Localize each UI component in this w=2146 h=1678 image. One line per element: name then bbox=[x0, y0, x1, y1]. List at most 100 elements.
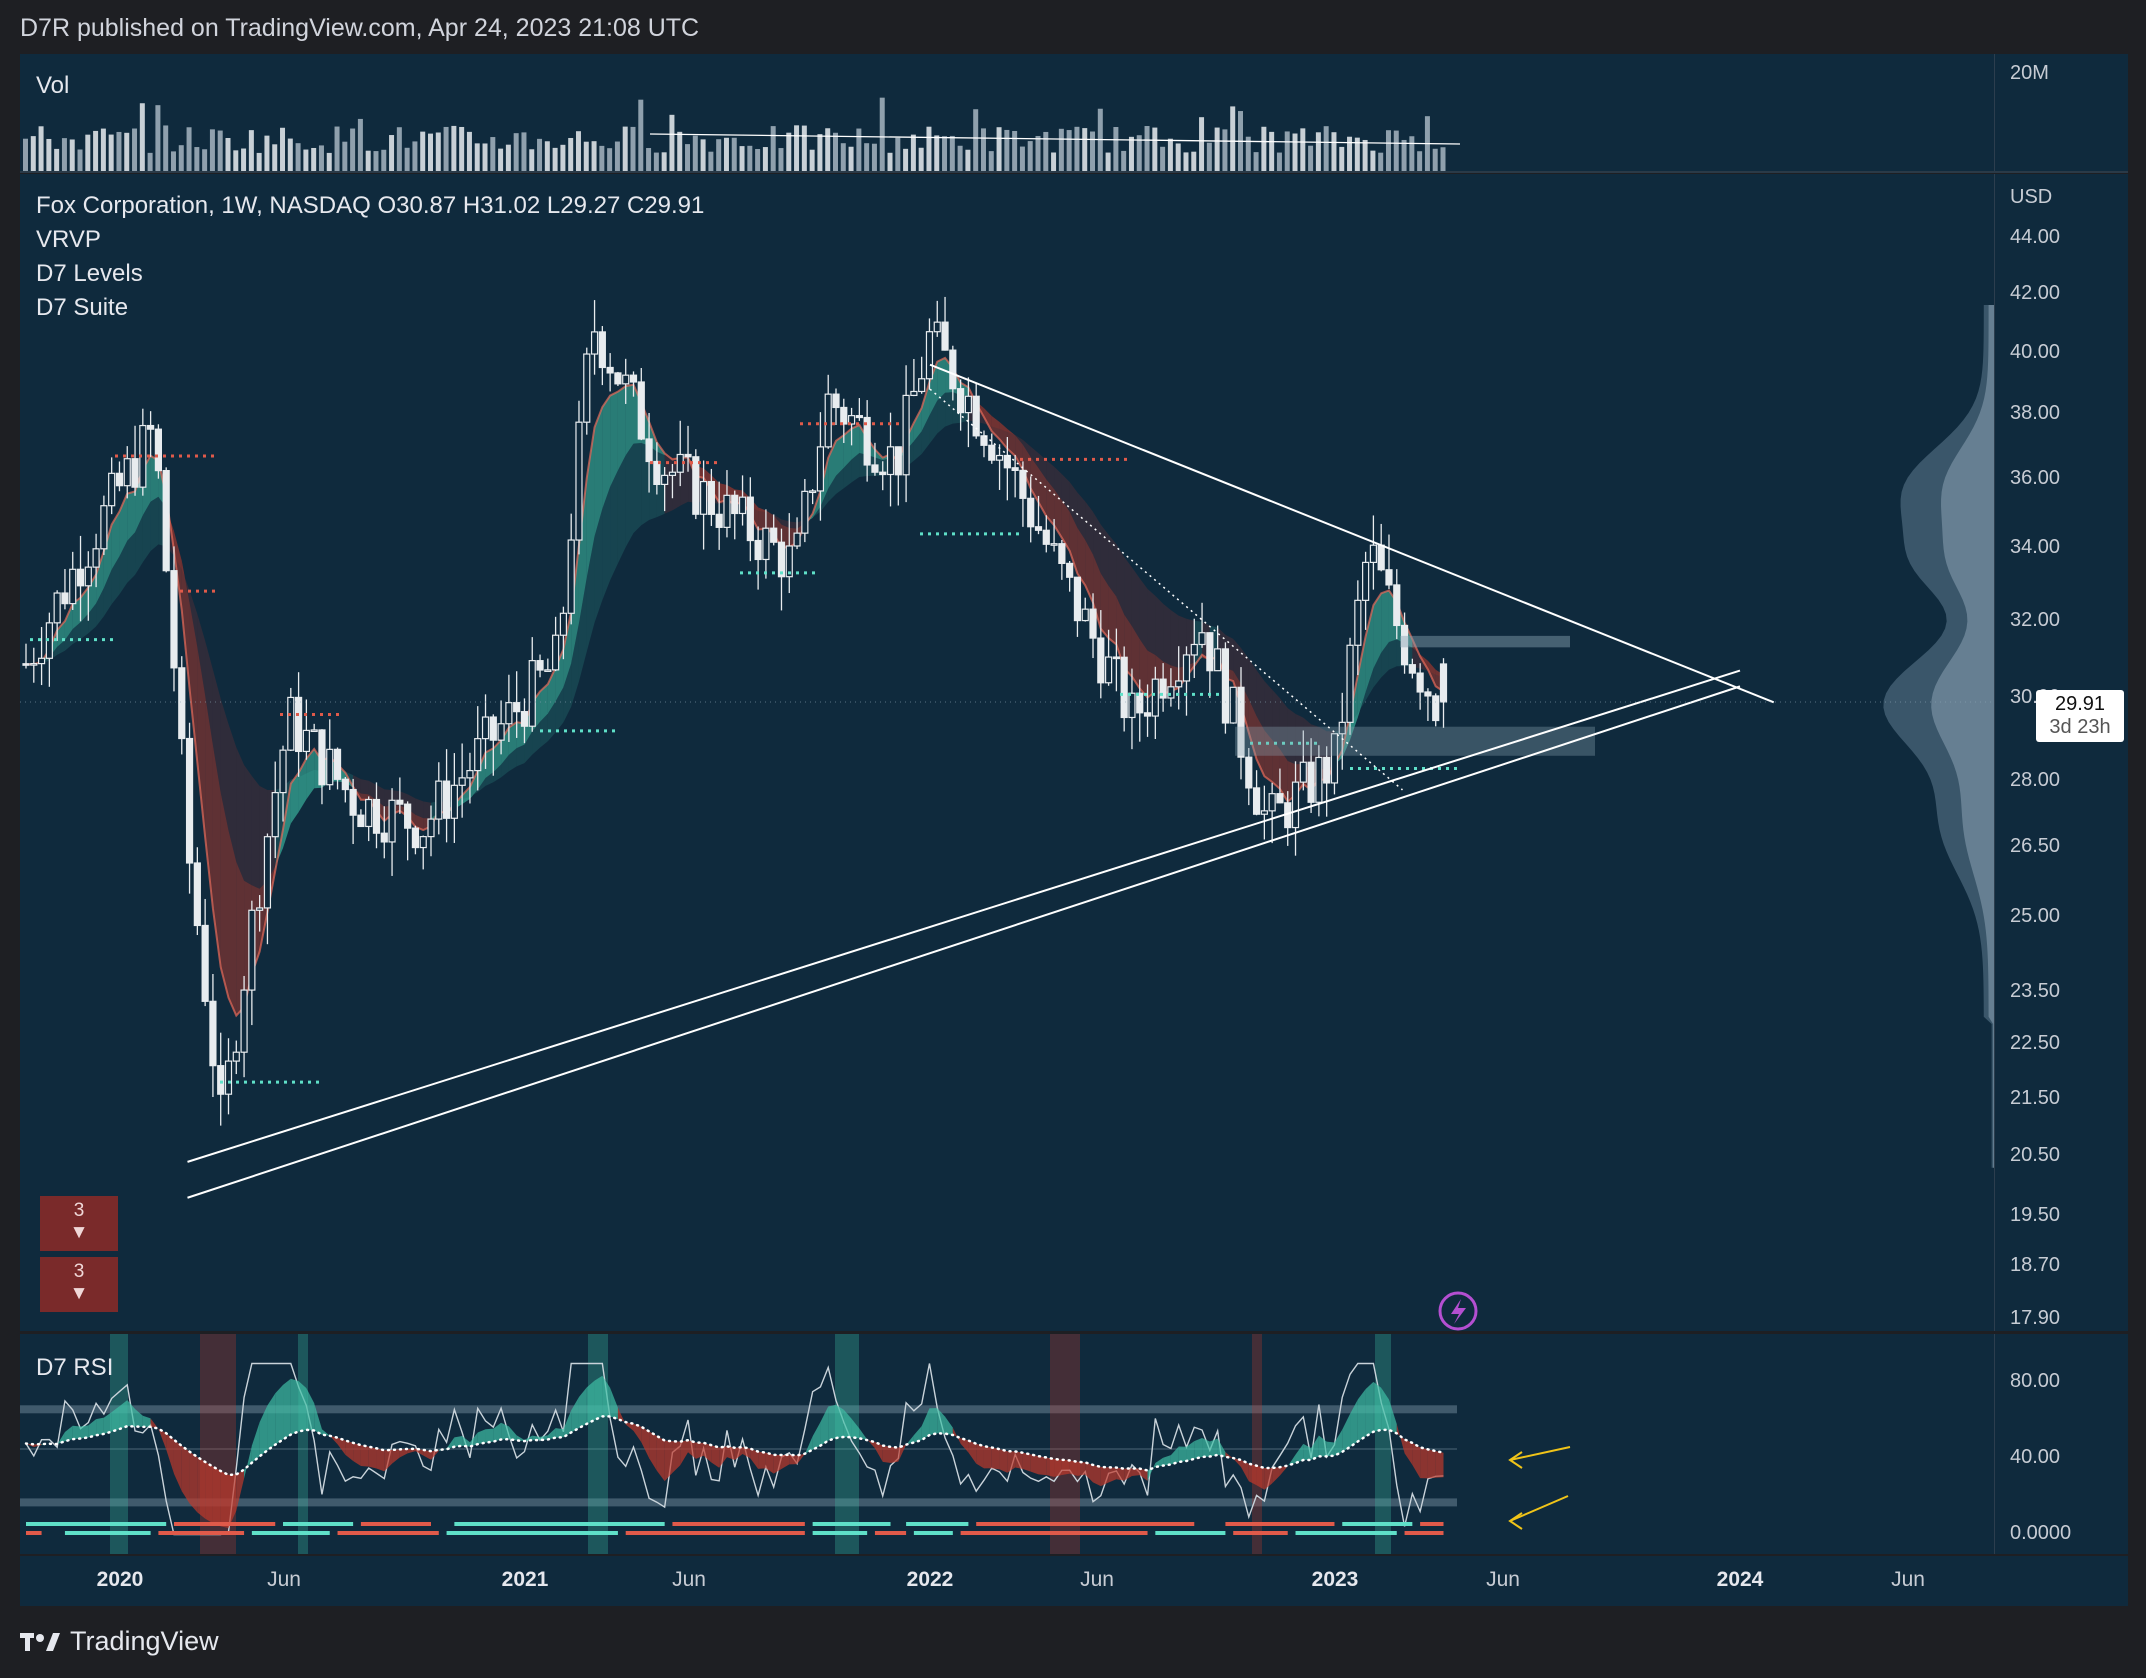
ma-ribbon-segment bbox=[72, 597, 81, 629]
candle-body bbox=[1299, 761, 1307, 783]
rsi-ribbon-segment bbox=[1404, 1439, 1413, 1465]
candle-body bbox=[365, 798, 373, 828]
rsi-ribbon-segment bbox=[1217, 1438, 1226, 1457]
volume-bar bbox=[38, 126, 44, 171]
volume-bar bbox=[233, 150, 239, 171]
rsi-label[interactable]: D7 RSI bbox=[36, 1354, 114, 1381]
candle-body bbox=[598, 331, 606, 369]
volume-bar bbox=[1432, 148, 1438, 171]
price-panel[interactable]: Fox Corporation, 1W, NASDAQ O30.87 H31.0… bbox=[20, 174, 2128, 1331]
candle-body bbox=[294, 696, 303, 753]
candle-body bbox=[232, 1051, 240, 1062]
ma-cloud-segment bbox=[181, 560, 190, 603]
rsi-ribbon-segment bbox=[1272, 1467, 1280, 1484]
candle-body bbox=[840, 406, 848, 425]
volume-bar bbox=[1128, 136, 1134, 171]
candle-body bbox=[925, 331, 934, 380]
ma-cloud-segment bbox=[423, 801, 431, 819]
volume-bar bbox=[1058, 128, 1064, 171]
time-tick: 2021 bbox=[501, 1568, 549, 1591]
ma-cloud-segment bbox=[999, 421, 1008, 432]
ma-cloud-segment bbox=[602, 486, 611, 601]
rsi-ribbon-segment bbox=[119, 1400, 128, 1430]
candle-body bbox=[201, 924, 209, 1002]
candle-body bbox=[988, 444, 996, 461]
time-axis[interactable]: 2020 Jun 2021 Jun 2022 Jun 2023 Jun 2024 Jun bbox=[20, 1556, 2128, 1606]
candle-body bbox=[1291, 781, 1300, 829]
volume-bar bbox=[93, 130, 99, 171]
volume-bar bbox=[116, 131, 122, 171]
volume-bar bbox=[451, 125, 457, 171]
ma-cloud-segment bbox=[773, 514, 782, 525]
volume-bar bbox=[365, 150, 371, 171]
volume-bar bbox=[521, 132, 527, 171]
rsi-ribbon-segment bbox=[828, 1404, 836, 1441]
candle-body bbox=[474, 738, 482, 772]
rsi-panel[interactable]: D7 RSI 80.00 40.00 0.0000 bbox=[20, 1334, 2128, 1554]
candle-body bbox=[1128, 692, 1136, 719]
ma-ribbon-segment bbox=[103, 524, 112, 588]
rsi-ribbon-segment bbox=[898, 1444, 907, 1462]
candle-body bbox=[847, 415, 856, 425]
ma-cloud-segment bbox=[251, 775, 260, 889]
volume-bar bbox=[864, 143, 870, 171]
candle-body bbox=[777, 541, 786, 578]
volume-bar bbox=[350, 128, 356, 171]
ma-ribbon-segment bbox=[1069, 511, 1078, 574]
volume-bar bbox=[1440, 147, 1446, 171]
ma-cloud-segment bbox=[843, 459, 852, 489]
alert-badge[interactable]: 3 ▼ bbox=[40, 1196, 118, 1251]
ma-cloud-segment bbox=[929, 400, 938, 444]
alert-badge[interactable]: 3 ▼ bbox=[40, 1257, 118, 1312]
rsi-ribbon-segment bbox=[360, 1445, 369, 1467]
indicator-vrvp[interactable]: VRVP bbox=[36, 226, 101, 253]
candle-body bbox=[380, 832, 388, 843]
rsi-ribbon-segment bbox=[376, 1448, 385, 1472]
rsi-ribbon-segment bbox=[1248, 1463, 1257, 1486]
rsi-ribbon-segment bbox=[462, 1436, 470, 1447]
volume-bar bbox=[692, 135, 698, 171]
rsi-tick: 80.00 bbox=[2010, 1370, 2061, 1392]
volume-bar bbox=[132, 128, 138, 171]
annotation-arrow bbox=[1509, 1495, 1569, 1522]
rsi-ribbon-segment bbox=[236, 1469, 245, 1511]
rsi-ribbon-segment bbox=[1022, 1452, 1031, 1472]
candle-body bbox=[855, 415, 863, 419]
rsi-ribbon-segment bbox=[1178, 1446, 1187, 1462]
ma-cloud-segment bbox=[555, 687, 564, 733]
rsi-ribbon-segment bbox=[929, 1408, 938, 1436]
indicator-d7-levels[interactable]: D7 Levels bbox=[36, 260, 143, 287]
volume-bar bbox=[287, 138, 293, 171]
ma-ribbon-segment bbox=[836, 435, 844, 476]
rsi-ribbon-segment bbox=[719, 1446, 727, 1468]
candle-body bbox=[622, 374, 630, 385]
ma-ribbon-segment bbox=[828, 440, 836, 489]
indicator-d7-suite[interactable]: D7 Suite bbox=[36, 294, 129, 321]
volume-panel: Vol 20M bbox=[20, 54, 2128, 173]
ma-ribbon-segment bbox=[602, 395, 611, 509]
ma-cloud-segment bbox=[88, 603, 97, 634]
price-tick: 40.00 bbox=[2010, 340, 2061, 363]
ma-ribbon-segment bbox=[493, 740, 502, 773]
annotation-arrow-head bbox=[1508, 1512, 1523, 1530]
rsi-ribbon-segment bbox=[750, 1448, 759, 1469]
rsi-ribbon-segment bbox=[181, 1445, 190, 1504]
rsi-ribbon-segment bbox=[1054, 1459, 1062, 1477]
price-chart[interactable] bbox=[20, 174, 1995, 1331]
candle-body bbox=[30, 663, 38, 666]
volume-bar bbox=[1191, 151, 1197, 171]
volume-bar bbox=[801, 125, 807, 171]
candle-body bbox=[707, 480, 715, 515]
rsi-ribbon-segment bbox=[882, 1445, 891, 1463]
candle-body bbox=[271, 792, 279, 838]
rsi-ribbon-segment bbox=[843, 1409, 852, 1438]
candle-body bbox=[1307, 761, 1315, 803]
volume-bar bbox=[241, 148, 247, 171]
volume-scale-tick: 20M bbox=[2010, 62, 2049, 84]
candle-body bbox=[1393, 584, 1401, 627]
volume-bar bbox=[910, 134, 916, 171]
ma-cloud-segment bbox=[1373, 652, 1382, 688]
rsi-signal-column bbox=[588, 1334, 608, 1554]
tradingview-brand[interactable]: TradingView bbox=[20, 1626, 219, 1657]
price-scale[interactable]: USD 44.00 42.00 40.00 38.00 36.00 34.00 32.00 3… bbox=[1994, 174, 2128, 1331]
